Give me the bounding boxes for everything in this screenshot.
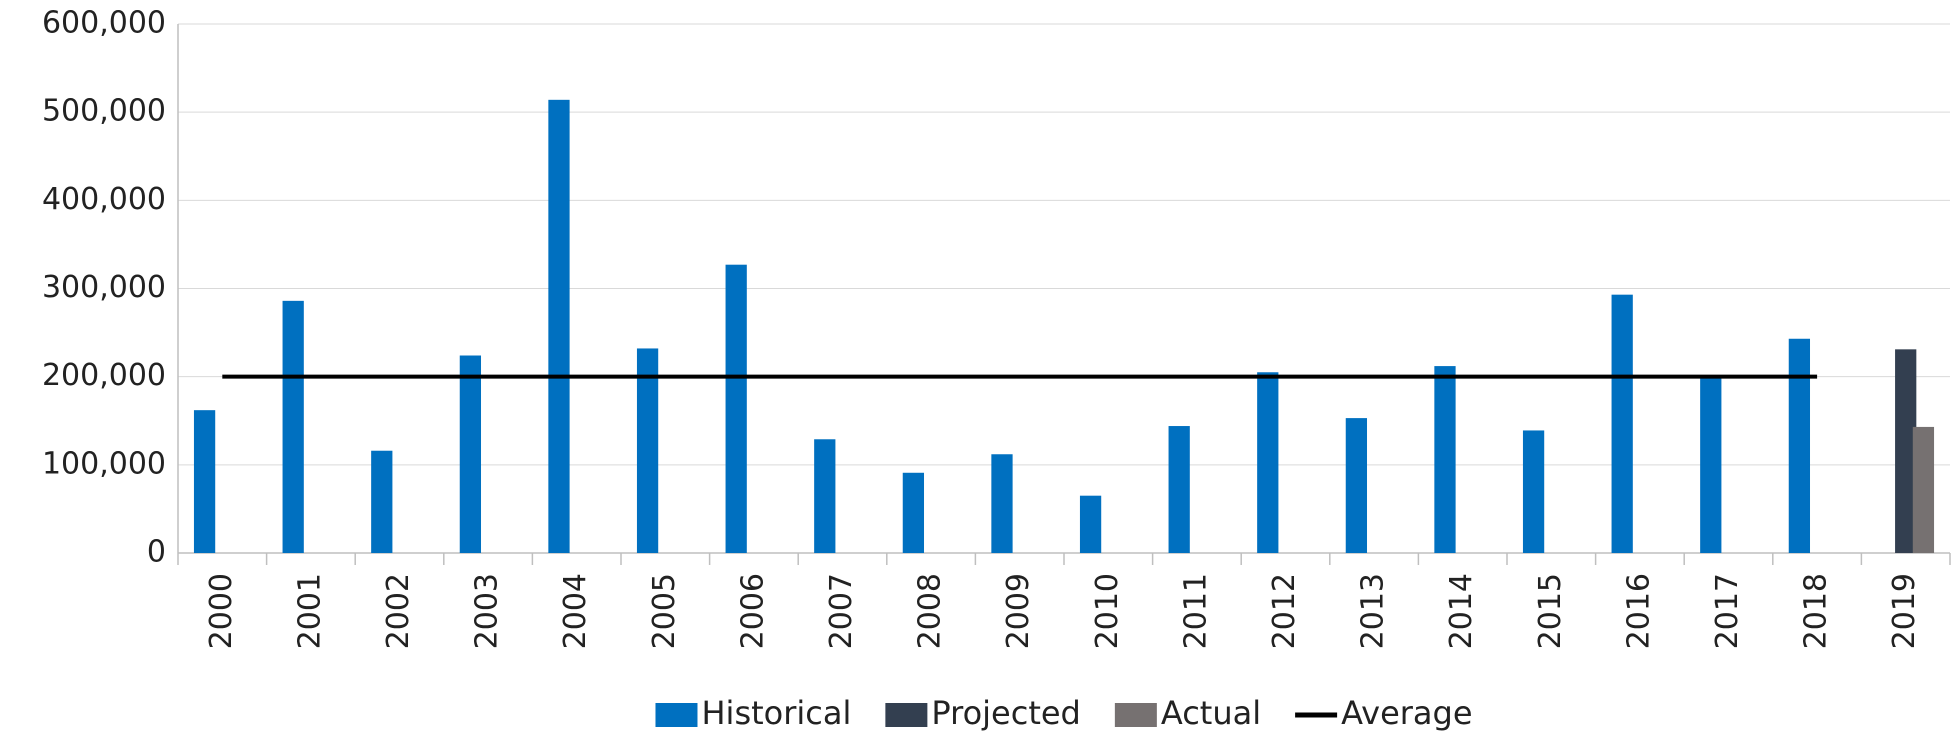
- legend-label: Projected: [931, 694, 1080, 732]
- x-tick-label: 2019: [1887, 573, 1922, 649]
- y-tick-label: 500,000: [42, 94, 166, 129]
- x-tick-label: 2008: [913, 573, 948, 649]
- x-tick-label: 2003: [470, 573, 505, 649]
- bar: [548, 99, 570, 553]
- bar: [1611, 294, 1633, 553]
- x-tick-label: 2007: [824, 573, 859, 649]
- legend-marker: [655, 703, 698, 727]
- legend-label: Actual: [1161, 694, 1261, 732]
- bar: [725, 264, 747, 553]
- bar: [1522, 430, 1545, 553]
- bar: [636, 348, 659, 553]
- bar: [193, 410, 216, 553]
- bar: [1700, 375, 1722, 553]
- x-tick-label: 2006: [735, 573, 770, 649]
- legend-marker: [1114, 703, 1157, 727]
- bar: [1079, 495, 1102, 553]
- bar: [371, 450, 393, 553]
- x-tick-label: 2000: [204, 573, 239, 649]
- bar: [902, 472, 925, 553]
- x-tick-label: 2010: [1090, 573, 1125, 649]
- x-tick-label: 2004: [558, 573, 593, 649]
- bar: [1168, 426, 1190, 553]
- x-tick-label: 2017: [1710, 573, 1745, 649]
- bar: [1257, 372, 1279, 553]
- y-tick-label: 0: [147, 535, 166, 570]
- x-tick-label: 2015: [1533, 573, 1568, 649]
- y-tick-label: 200,000: [42, 358, 166, 393]
- bar: [991, 454, 1013, 553]
- y-tick-label: 300,000: [42, 270, 166, 305]
- y-tick-label: 400,000: [42, 182, 166, 217]
- x-tick-label: 2014: [1444, 573, 1479, 649]
- bar: [1788, 338, 1811, 553]
- x-tick-label: 2005: [647, 573, 682, 649]
- bar: [1434, 366, 1456, 553]
- bar: [814, 439, 836, 553]
- x-tick-label: 2012: [1267, 573, 1302, 649]
- legend-label: Historical: [701, 694, 851, 732]
- legend-label: Average: [1341, 694, 1472, 732]
- bar: [1895, 349, 1917, 553]
- x-tick-label: 2011: [1178, 573, 1213, 649]
- bar: [459, 355, 482, 553]
- y-tick-label: 600,000: [42, 6, 166, 41]
- y-tick-label: 100,000: [42, 446, 166, 481]
- x-tick-label: 2001: [292, 573, 327, 649]
- legend-marker: [885, 703, 928, 727]
- x-tick-label: 2013: [1356, 573, 1391, 649]
- bar: [1345, 418, 1368, 553]
- x-tick-label: 2002: [381, 573, 416, 649]
- bar: [1912, 426, 1935, 553]
- x-tick-label: 2009: [1001, 573, 1036, 649]
- x-tick-label: 2018: [1799, 573, 1834, 649]
- bar: [282, 300, 304, 553]
- x-tick-label: 2016: [1621, 573, 1656, 649]
